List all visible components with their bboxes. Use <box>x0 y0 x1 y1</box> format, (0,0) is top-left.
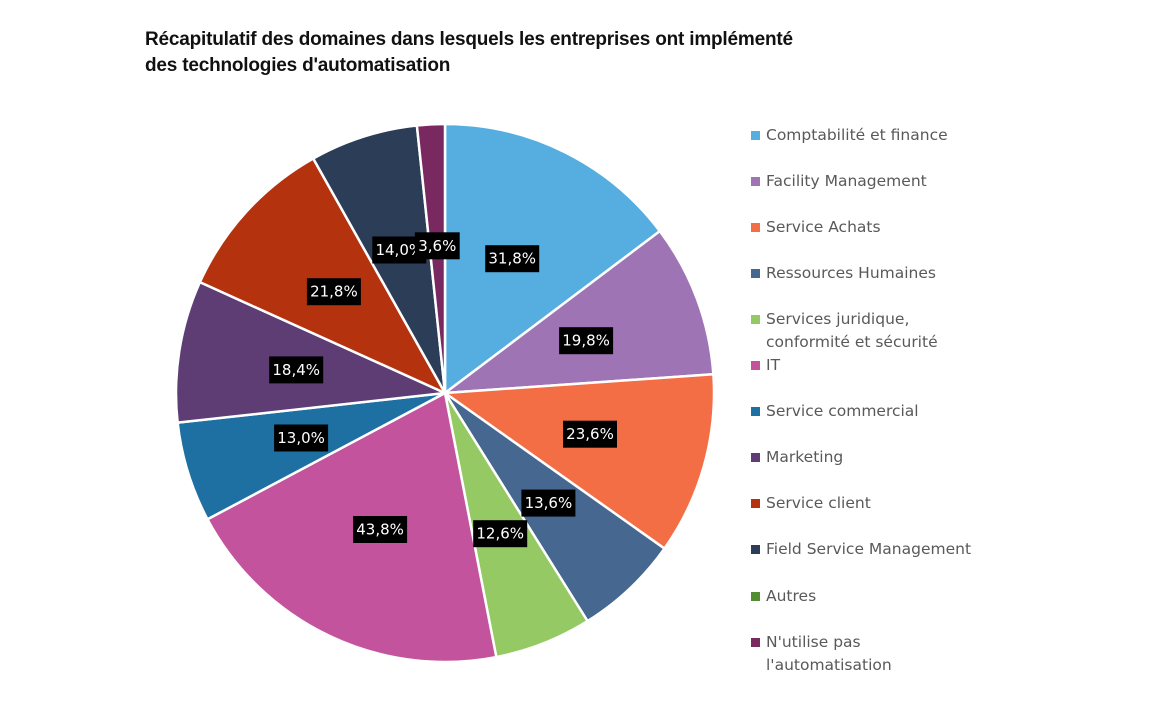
legend-swatch <box>751 592 760 601</box>
legend-item: Services juridique, conformité et sécuri… <box>751 308 938 354</box>
data-label-box <box>269 356 324 384</box>
legend-label: Field Service Management <box>766 540 972 558</box>
pie-chart: 31,8% 19,8% 23,6% 13,6%12,6% 43,8% 13,0% 18,4%… <box>174 122 716 664</box>
chart-title: Récapitulatif des domaines dans lesquels… <box>145 27 905 79</box>
legend-label: Marketing <box>766 448 844 466</box>
pie-slice <box>198 157 447 395</box>
data-label: 13,0% <box>274 424 329 452</box>
data-label-box <box>473 520 528 548</box>
legend-swatch <box>751 223 760 232</box>
legend-item: Service client <box>751 492 871 515</box>
legend-swatch <box>751 453 760 462</box>
pie-slice <box>206 391 498 664</box>
data-label-text: 18,4% <box>272 361 320 379</box>
data-label: 12,6% <box>473 520 528 548</box>
legend-swatch <box>751 315 760 324</box>
data-label-box <box>306 278 361 306</box>
legend-item: Comptabilité et finance <box>751 124 948 147</box>
legend-swatch <box>751 177 760 186</box>
data-label-box <box>274 424 329 452</box>
legend-label: Service Achats <box>766 218 881 236</box>
legend-swatch <box>751 499 760 508</box>
legend-item: Service commercial <box>751 400 919 423</box>
data-label-box <box>521 489 576 517</box>
data-label-text: 14,0% <box>375 241 423 259</box>
data-label-text: 43,8% <box>356 521 404 539</box>
pie-slice <box>443 229 715 395</box>
pie-slice <box>443 122 662 395</box>
legend-item: Marketing <box>751 446 843 469</box>
data-label-text: 13,6% <box>525 494 573 512</box>
data-labels: 31,8% 19,8% 23,6% 13,6%12,6% 43,8% 13,0% 18,4%… <box>269 232 617 548</box>
data-label: 3,6% <box>414 232 460 260</box>
data-label-text: 19,8% <box>562 332 610 350</box>
data-label-text: 3,6% <box>418 237 456 255</box>
data-label-box <box>485 245 540 273</box>
data-label-text: 31,8% <box>488 250 536 268</box>
data-label-text: 23,6% <box>566 425 614 443</box>
data-label-box <box>563 420 617 448</box>
legend-swatch <box>751 638 760 647</box>
data-label: 23,6% <box>563 420 617 448</box>
legend-swatch <box>751 361 760 370</box>
legend-item: Field Service Management <box>751 538 971 561</box>
data-label: 13,6% <box>521 489 576 517</box>
legend-item: N'utilise pas l'automatisation <box>751 631 892 677</box>
chart-title-line-1: Récapitulatif des domaines dans lesquels… <box>145 29 793 50</box>
legend-label: Comptabilité et finance <box>766 126 948 144</box>
data-label-text: 12,6% <box>476 525 524 543</box>
data-label: 19,8% <box>559 327 614 355</box>
legend-label: IT <box>766 356 781 374</box>
legend-label: Autres <box>766 587 817 605</box>
legend-label: Services juridique, conformité et sécuri… <box>766 310 938 351</box>
legend-item: IT <box>751 354 780 377</box>
legend-item: Facility Management <box>751 170 927 193</box>
legend-swatch <box>751 131 760 140</box>
data-label: 21,8% <box>306 278 361 306</box>
legend-label: Service client <box>766 494 871 512</box>
legend-swatch <box>751 545 760 554</box>
legend-label: N'utilise pas l'automatisation <box>766 633 892 674</box>
data-label: 18,4% <box>269 356 324 384</box>
legend-item: Autres <box>751 585 816 608</box>
data-label-text: 21,8% <box>310 283 358 301</box>
legend-label: Facility Management <box>766 172 927 190</box>
data-label-box <box>414 232 460 260</box>
legend-swatch <box>751 269 760 278</box>
data-label-box <box>559 327 614 355</box>
legend-item: Ressources Humaines <box>751 262 936 285</box>
data-label: 31,8% <box>485 245 540 273</box>
legend-item: Service Achats <box>751 216 881 239</box>
data-label: 43,8% <box>353 516 408 543</box>
legend-swatch <box>751 407 760 416</box>
data-label-box <box>353 516 408 543</box>
pie-slice <box>443 372 716 550</box>
pie-slice <box>174 280 447 424</box>
chart-title-line-2: des technologies d'automatisation <box>145 55 451 76</box>
legend-label: Ressources Humaines <box>766 264 936 282</box>
legend-label: Service commercial <box>766 402 919 420</box>
data-label-text: 13,0% <box>277 429 325 447</box>
